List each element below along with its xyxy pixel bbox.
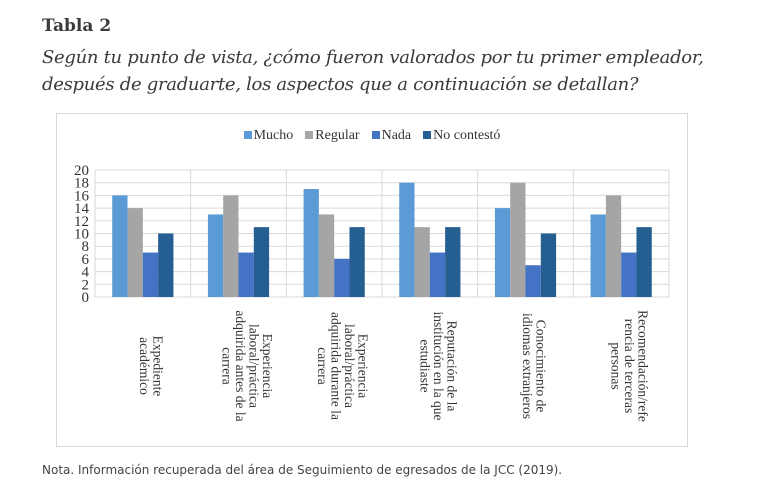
y-tick-label: 4 (82, 265, 90, 281)
y-tick-label: 6 (82, 252, 90, 268)
x-category-label: Conocimiento deidiomas extranjeros (520, 313, 549, 419)
bar-mucho (207, 214, 224, 297)
bar-regular (223, 195, 239, 297)
legend-item: Mucho (243, 128, 294, 143)
bar-no-contestó (636, 227, 652, 297)
bar-regular (605, 195, 622, 297)
y-tick-label: 10 (74, 227, 89, 243)
legend-label: Regular (315, 128, 360, 143)
bar-no-contestó (253, 227, 270, 297)
y-tick-label: 18 (74, 176, 89, 192)
legend-item: Regular (305, 128, 360, 143)
bar-regular (414, 227, 430, 297)
bar-mucho (494, 208, 511, 297)
bar-regular (318, 214, 335, 297)
legend-item: Nada (371, 128, 412, 143)
bar-no-contestó (540, 233, 557, 297)
legend-label: Nada (381, 128, 412, 143)
bar-mucho (590, 214, 606, 297)
legend-swatch (371, 131, 380, 139)
bar-no-contestó (158, 233, 174, 297)
bar-regular (510, 182, 526, 297)
x-category-label: Experiencialaboral/prácticaadquirida ant… (219, 310, 275, 421)
x-category-label: Experiencialaboral/prácticaadquirida dur… (315, 312, 371, 420)
bar-nada (621, 252, 637, 297)
bar-nada (238, 252, 254, 297)
bar-mucho (112, 195, 128, 297)
bar-nada (429, 252, 446, 297)
chart-frame (56, 113, 688, 447)
x-category-label: Recomendación/referencia de terceraspers… (609, 310, 651, 422)
legend-label: No contestó (433, 128, 501, 143)
legend: Mucho Regular Nada No contestó (0, 128, 744, 144)
bar-no-contestó (349, 227, 365, 297)
x-category-label: Expedienteacadémico (137, 336, 166, 397)
y-tick-label: 0 (82, 290, 90, 306)
legend-item: No contestó (423, 128, 500, 143)
x-category-label: Reputación de lainstitución en la queest… (417, 311, 459, 420)
source-note: Nota. Información recuperada del área de… (42, 463, 563, 477)
y-tick-label: 16 (74, 188, 90, 204)
y-tick-label: 2 (82, 277, 90, 293)
y-tick-label: 20 (74, 163, 89, 179)
legend-label: Mucho (253, 128, 294, 143)
bar-no-contestó (445, 227, 461, 297)
figure-subtitle: Según tu punto de vista, ¿cómo fueron va… (42, 47, 704, 95)
bar-nada (334, 258, 350, 297)
bar-regular (127, 208, 143, 297)
y-tick-label: 8 (82, 239, 90, 255)
legend-swatch (305, 131, 314, 139)
legend-swatch (243, 131, 252, 139)
y-tick-label: 14 (74, 201, 90, 217)
table-title: Tabla 2 (42, 16, 112, 36)
legend-swatch (423, 131, 432, 139)
bar-nada (142, 252, 159, 297)
bar-mucho (399, 182, 415, 297)
bar-nada (525, 265, 541, 297)
y-tick-label: 12 (74, 214, 89, 230)
bar-mucho (303, 189, 319, 297)
